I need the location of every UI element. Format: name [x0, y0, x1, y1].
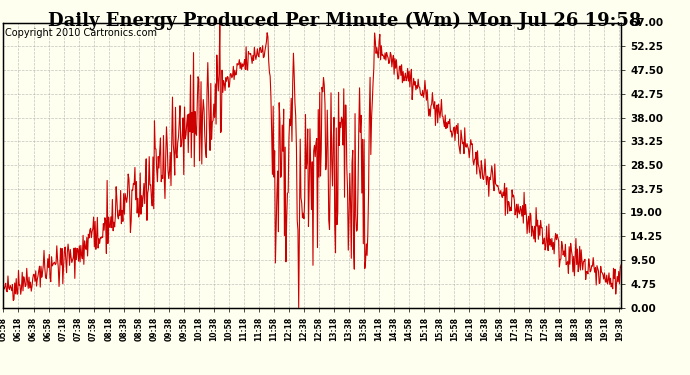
Text: Daily Energy Produced Per Minute (Wm) Mon Jul 26 19:58: Daily Energy Produced Per Minute (Wm) Mo… — [48, 11, 642, 30]
Text: Copyright 2010 Cartronics.com: Copyright 2010 Cartronics.com — [5, 28, 157, 38]
